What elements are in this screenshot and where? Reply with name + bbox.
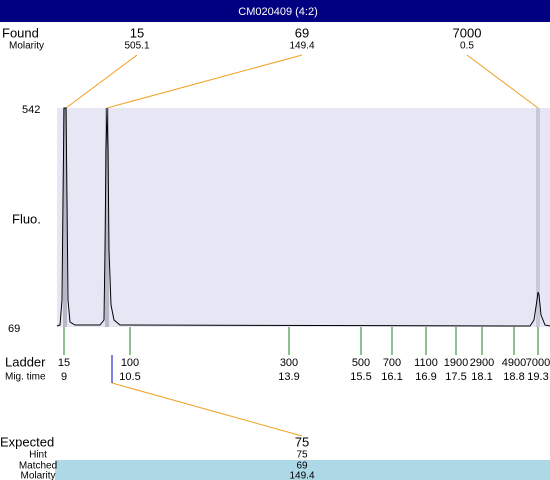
peak-band [63,108,67,327]
peak-molarity: 505.1 [124,41,149,52]
expected-row-label: Hint [29,450,47,461]
y-axis-label: Fluo. [12,211,41,226]
expected-row-value: 69 [296,461,308,472]
ladder-size: 7000 [526,357,550,369]
molarity-label: Molarity [9,41,44,52]
ladder-time: 9 [61,371,67,383]
y-min: 69 [8,323,20,335]
ladder-time: 10.5 [119,371,140,383]
ladder-time: 16.9 [415,371,436,383]
expected-row-value: 149.4 [289,471,314,480]
ladder-time: 18.1 [471,371,492,383]
expected-label: Expected [0,434,54,449]
mig-time-label: Mig. time [5,372,46,383]
peak-size: 15 [130,25,144,40]
ladder-time: 13.9 [278,371,299,383]
peak-molarity: 149.4 [289,41,314,52]
expected-row-label: Matched [19,461,57,472]
connector [111,382,303,437]
found-label: Found [2,25,39,40]
connector [466,54,539,109]
ladder-time: 18.8 [503,371,524,383]
ladder-size: 100 [121,357,139,369]
ladder-time: 19.3 [527,371,548,383]
peak-connectors [65,54,539,437]
ladder-time: 15.5 [350,371,371,383]
title-bar [0,0,550,22]
ladder-size: 300 [280,357,298,369]
expected-row-label: Molarity [20,471,55,480]
connector [65,54,138,109]
y-max: 542 [22,104,40,116]
peak-size: 69 [295,25,309,40]
ladder-size: 500 [352,357,370,369]
matched-highlight [55,460,550,480]
ladder-size: 1900 [444,357,468,369]
peak-size: 7000 [453,25,482,40]
ladder-size: 2900 [470,357,494,369]
trace [56,107,550,327]
ladder-size: 700 [383,357,401,369]
expected-value: 75 [295,434,309,449]
ladder-size: 4900 [502,357,526,369]
connector [106,54,303,109]
ladder-time: 17.5 [445,371,466,383]
ladder-label: Ladder [5,354,46,369]
peak-band [105,108,109,327]
plot-area [57,108,550,327]
peak-molarity: 0.5 [460,41,474,52]
title: CM020409 (4:2) [238,6,318,18]
expected-row-value: 75 [296,450,308,461]
ladder-size: 15 [58,357,70,369]
ladder-size: 1100 [414,357,438,369]
peak-band [536,108,540,327]
ladder-time: 16.1 [381,371,402,383]
